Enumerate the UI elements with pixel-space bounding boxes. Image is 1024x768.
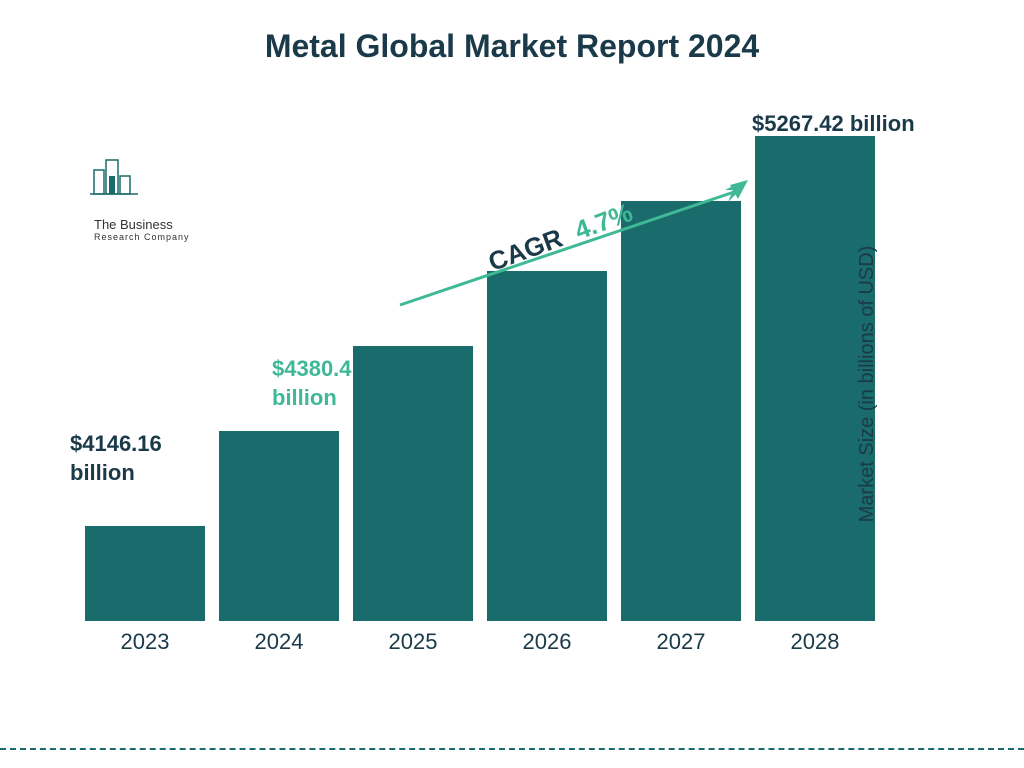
value-label-2024: $4380.4 billion xyxy=(272,355,352,412)
xlabel-2026: 2026 xyxy=(523,629,572,655)
value-label-2023: $4146.16 billion xyxy=(70,430,162,487)
xlabel-2024: 2024 xyxy=(255,629,304,655)
y-axis-label: Market Size (in billions of USD) xyxy=(856,246,879,523)
xlabel-2023: 2023 xyxy=(121,629,170,655)
xlabel-2028: 2028 xyxy=(791,629,840,655)
bar-group-2026: 2026 xyxy=(482,271,612,655)
xlabel-2025: 2025 xyxy=(389,629,438,655)
bottom-divider xyxy=(0,748,1024,750)
value-label-2028: $5267.42 billion xyxy=(752,110,915,139)
bar-group-2024: 2024 xyxy=(214,431,344,655)
bar-group-2025: 2025 xyxy=(348,346,478,655)
bar-2023 xyxy=(85,526,205,621)
bar-group-2023: 2023 xyxy=(80,526,210,655)
bar-2024 xyxy=(219,431,339,621)
xlabel-2027: 2027 xyxy=(657,629,706,655)
bar-2026 xyxy=(487,271,607,621)
bar-2025 xyxy=(353,346,473,621)
chart-title: Metal Global Market Report 2024 xyxy=(0,0,1024,65)
